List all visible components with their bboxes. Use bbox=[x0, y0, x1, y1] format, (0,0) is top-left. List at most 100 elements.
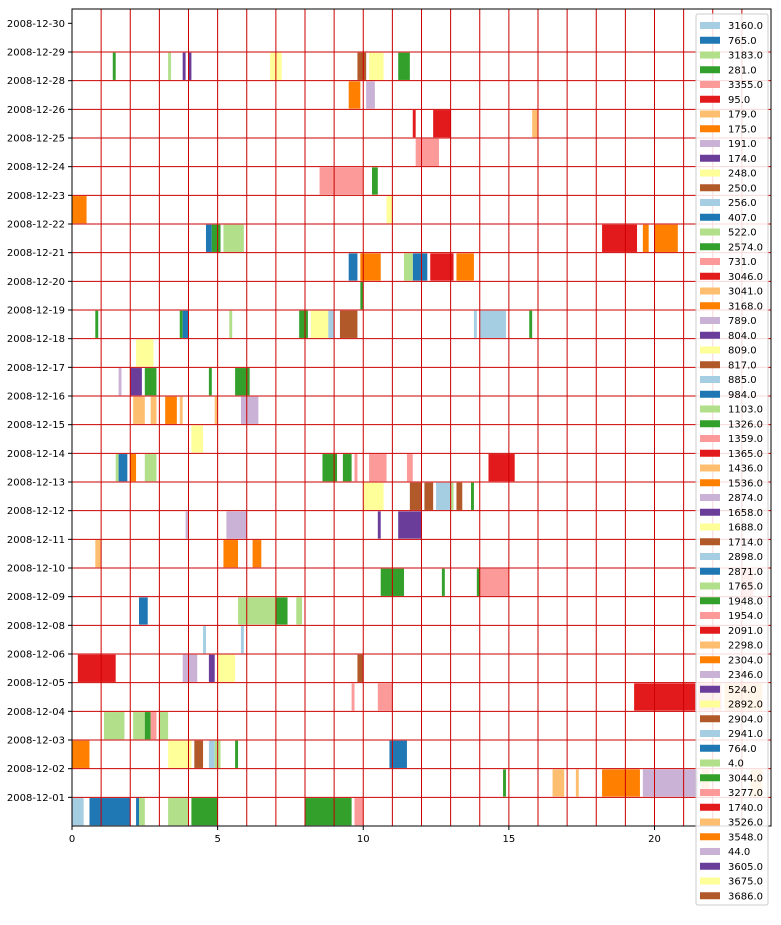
y-tick-label: 2008-12-28 bbox=[7, 76, 65, 87]
bar bbox=[371, 167, 378, 195]
bar bbox=[642, 224, 649, 252]
legend-swatch bbox=[700, 110, 720, 118]
bar bbox=[406, 454, 413, 482]
bar bbox=[179, 310, 183, 338]
legend-swatch bbox=[700, 612, 720, 619]
bar bbox=[240, 626, 244, 654]
bar bbox=[366, 81, 375, 109]
legend-label: 1436.0 bbox=[728, 464, 763, 475]
legend-label: 765.0 bbox=[728, 36, 757, 47]
bar bbox=[159, 712, 169, 740]
legend-swatch bbox=[700, 169, 720, 177]
y-tick-label: 2008-12-17 bbox=[7, 363, 65, 374]
legend-label: 3526.0 bbox=[728, 818, 763, 829]
legend-label: 1658.0 bbox=[728, 508, 763, 519]
legend-swatch bbox=[700, 243, 720, 251]
legend-label: 3675.0 bbox=[728, 877, 763, 888]
legend-swatch bbox=[700, 51, 720, 59]
bar bbox=[398, 511, 422, 539]
bar bbox=[226, 511, 247, 539]
bar bbox=[217, 654, 236, 682]
bar bbox=[357, 654, 364, 682]
legend-label: 1714.0 bbox=[728, 537, 763, 548]
bar bbox=[503, 769, 506, 797]
y-tick-label: 2008-12-14 bbox=[7, 449, 65, 460]
legend-swatch bbox=[700, 331, 720, 339]
legend-swatch bbox=[700, 140, 720, 147]
bar bbox=[138, 798, 145, 826]
y-tick-label: 2008-12-13 bbox=[7, 478, 65, 489]
bar bbox=[179, 396, 183, 424]
legend-label: 789.0 bbox=[728, 316, 757, 327]
bar bbox=[95, 540, 102, 568]
legend-swatch bbox=[700, 744, 720, 752]
legend-swatch bbox=[700, 848, 720, 855]
bar bbox=[450, 482, 454, 510]
legend-swatch bbox=[700, 818, 720, 826]
bar bbox=[203, 626, 206, 654]
y-tick-label: 2008-12-12 bbox=[7, 506, 65, 517]
plot-frame bbox=[71, 8, 772, 827]
bar bbox=[235, 740, 239, 768]
bar bbox=[322, 454, 338, 482]
legend-swatch bbox=[700, 877, 720, 885]
bar bbox=[133, 712, 145, 740]
legend-label: 3183.0 bbox=[728, 51, 763, 62]
legend-label: 2898.0 bbox=[728, 552, 763, 563]
legend-label: 2574.0 bbox=[728, 242, 763, 253]
legend-label: 3548.0 bbox=[728, 832, 763, 843]
legend-swatch bbox=[700, 464, 720, 472]
bar bbox=[634, 683, 696, 711]
legend-label: 764.0 bbox=[728, 744, 757, 755]
y-tick-label: 2008-12-21 bbox=[7, 248, 65, 259]
bar bbox=[642, 769, 699, 797]
bar bbox=[144, 454, 157, 482]
bar bbox=[191, 425, 204, 453]
y-tick-label: 2008-12-26 bbox=[7, 105, 65, 116]
bar bbox=[150, 712, 157, 740]
bar bbox=[369, 454, 387, 482]
bar bbox=[351, 683, 355, 711]
bar bbox=[168, 798, 189, 826]
legend-label: 95.0 bbox=[728, 95, 750, 106]
bar bbox=[430, 253, 454, 281]
bar bbox=[436, 482, 451, 510]
legend-swatch bbox=[700, 272, 720, 280]
bar bbox=[138, 597, 148, 625]
legend-swatch bbox=[700, 184, 720, 192]
legend-swatch bbox=[700, 479, 720, 487]
bar bbox=[363, 482, 384, 510]
legend-swatch bbox=[700, 287, 720, 295]
bar bbox=[229, 310, 233, 338]
legend-label: 2346.0 bbox=[728, 670, 763, 681]
legend-label: 3277.0 bbox=[728, 788, 763, 799]
bar bbox=[602, 769, 640, 797]
bar bbox=[118, 454, 128, 482]
bar bbox=[421, 138, 439, 166]
bar bbox=[182, 654, 198, 682]
bar bbox=[182, 310, 189, 338]
bar bbox=[479, 310, 506, 338]
bar bbox=[205, 224, 212, 252]
bar bbox=[150, 396, 157, 424]
bar bbox=[188, 52, 192, 80]
bar bbox=[339, 310, 358, 338]
legend-swatch bbox=[700, 582, 720, 590]
bar bbox=[532, 110, 538, 138]
legend-label: 1359.0 bbox=[728, 434, 763, 445]
bar bbox=[456, 482, 463, 510]
legend-label: 1948.0 bbox=[728, 596, 763, 607]
y-tick-label: 2008-12-29 bbox=[7, 48, 65, 59]
bar bbox=[310, 310, 329, 338]
y-tick-label: 2008-12-16 bbox=[7, 392, 65, 403]
bar bbox=[529, 310, 533, 338]
y-tick-label: 2008-12-25 bbox=[7, 134, 65, 145]
legend-swatch bbox=[700, 567, 720, 575]
bar bbox=[112, 52, 116, 80]
bar bbox=[412, 253, 428, 281]
y-tick-label: 2008-12-20 bbox=[7, 277, 65, 288]
legend-swatch bbox=[700, 420, 720, 428]
bar bbox=[357, 52, 367, 80]
legend-label: 281.0 bbox=[728, 65, 757, 76]
